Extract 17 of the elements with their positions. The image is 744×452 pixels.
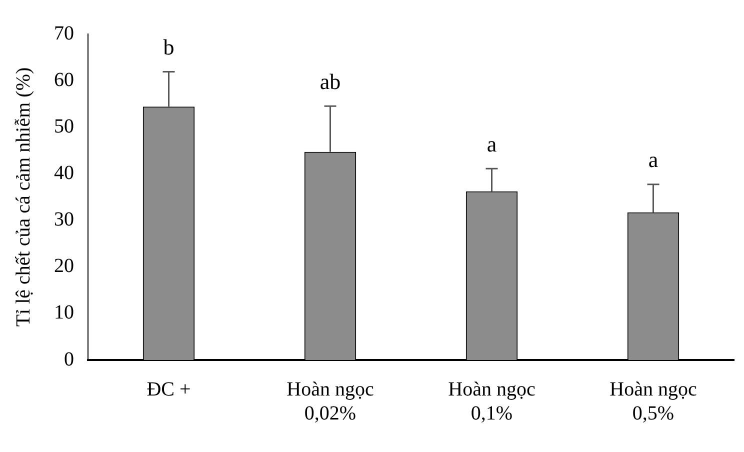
- y-axis-title: Tỉ lệ chết của cá cảm nhiễm (%): [12, 67, 34, 327]
- y-tick-label: 70: [54, 22, 74, 44]
- y-tick-label: 60: [54, 68, 74, 91]
- annotation: a: [486, 131, 497, 156]
- x-tick-label: Hoàn ngọc 0,02%: [286, 378, 374, 424]
- x-tick-label: Hoàn ngọc 0,1%: [448, 378, 536, 424]
- x-tick-label: Hoàn ngọc 0,5%: [610, 378, 697, 424]
- annotation: a: [648, 147, 658, 172]
- annotation: ab: [320, 68, 341, 94]
- y-tick-label: 40: [54, 162, 74, 184]
- y-tick-label: 0: [64, 348, 74, 370]
- annotation: b: [163, 34, 174, 60]
- y-tick-label: 10: [54, 302, 74, 324]
- y-tick-label: 50: [54, 115, 74, 138]
- x-tick-label: ĐC +: [146, 378, 191, 400]
- y-tick-label: 30: [54, 208, 74, 231]
- y-tick-label: 20: [54, 255, 74, 278]
